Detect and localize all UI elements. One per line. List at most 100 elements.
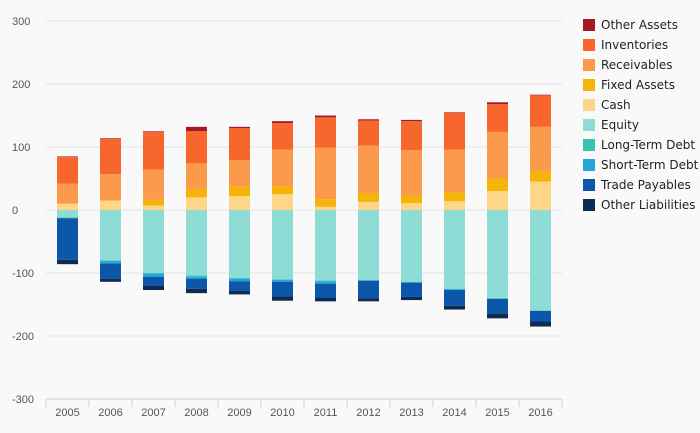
bar-segment[interactable]: [229, 160, 250, 187]
bar-segment[interactable]: [100, 261, 121, 264]
bar-segment[interactable]: [100, 138, 121, 175]
bar-segment[interactable]: [229, 196, 250, 210]
bar-segment[interactable]: [57, 259, 78, 265]
legend-item[interactable]: Trade Payables: [583, 178, 691, 192]
legend-item[interactable]: Inventories: [583, 38, 668, 52]
bar-segment[interactable]: [530, 95, 551, 127]
bar-segment[interactable]: [100, 278, 121, 282]
bar-segment[interactable]: [401, 203, 422, 210]
bar-segment[interactable]: [401, 296, 422, 301]
bar-segment[interactable]: [143, 285, 164, 291]
bar-segment[interactable]: [100, 260, 121, 262]
bar-segment[interactable]: [186, 126, 207, 132]
bar-segment[interactable]: [444, 305, 465, 310]
bar-segment[interactable]: [530, 181, 551, 210]
bar-segment[interactable]: [315, 281, 336, 284]
bar-segment[interactable]: [100, 174, 121, 201]
bar-segment[interactable]: [143, 131, 164, 170]
bar-segment[interactable]: [143, 169, 164, 200]
legend-item[interactable]: Short-Term Debt: [583, 158, 699, 172]
bar-segment[interactable]: [186, 276, 207, 279]
bar-segment[interactable]: [186, 131, 207, 164]
bar-segment[interactable]: [229, 186, 250, 197]
bar-segment[interactable]: [444, 149, 465, 193]
bar-segment[interactable]: [444, 112, 465, 150]
bar-segment[interactable]: [530, 321, 551, 327]
bar-segment[interactable]: [530, 170, 551, 182]
bar-segment[interactable]: [444, 288, 465, 290]
bar-segment[interactable]: [487, 104, 508, 132]
bar-segment[interactable]: [358, 145, 379, 193]
bar-segment[interactable]: [315, 115, 336, 118]
bar-segment[interactable]: [143, 273, 164, 274]
bar-segment[interactable]: [272, 279, 293, 280]
bar-segment[interactable]: [315, 206, 336, 210]
bar-segment[interactable]: [315, 147, 336, 200]
bar-segment[interactable]: [487, 210, 508, 299]
bar-segment[interactable]: [100, 263, 121, 279]
bar-segment[interactable]: [186, 278, 207, 289]
bar-segment[interactable]: [100, 138, 121, 139]
bar-segment[interactable]: [401, 121, 422, 151]
bar-segment[interactable]: [186, 288, 207, 294]
bar-segment[interactable]: [444, 289, 465, 291]
bar-segment[interactable]: [315, 199, 336, 207]
bar-segment[interactable]: [229, 281, 250, 291]
bar-segment[interactable]: [358, 298, 379, 302]
bar-segment[interactable]: [444, 192, 465, 202]
bar-segment[interactable]: [401, 210, 422, 283]
legend-item[interactable]: Long-Term Debt: [583, 138, 695, 152]
bar-segment[interactable]: [444, 201, 465, 210]
bar-segment[interactable]: [143, 199, 164, 206]
bar-segment[interactable]: [186, 163, 207, 189]
bar-segment[interactable]: [186, 275, 207, 277]
legend[interactable]: Other Assets Inventories Receivables Fixed …: [583, 18, 699, 212]
legend-item[interactable]: Equity: [583, 118, 639, 132]
bar-segment[interactable]: [143, 131, 164, 132]
bar-segment[interactable]: [272, 123, 293, 150]
bar-segment[interactable]: [315, 283, 336, 298]
bar-segment[interactable]: [57, 217, 78, 219]
bar-segment[interactable]: [487, 131, 508, 179]
bar-segment[interactable]: [143, 276, 164, 286]
bar-segment[interactable]: [487, 102, 508, 105]
bar-segment[interactable]: [401, 119, 422, 122]
bar-segment[interactable]: [272, 149, 293, 187]
bar-segment[interactable]: [444, 210, 465, 289]
bar-segment[interactable]: [229, 210, 250, 279]
bar-segment[interactable]: [358, 201, 379, 210]
bar-segment[interactable]: [143, 273, 164, 277]
bar-segment[interactable]: [530, 210, 551, 311]
bar-segment[interactable]: [272, 121, 293, 124]
bar-segment[interactable]: [57, 218, 78, 260]
bar-segment[interactable]: [57, 156, 78, 158]
bar-segment[interactable]: [487, 178, 508, 192]
bar-segment[interactable]: [401, 282, 422, 297]
legend-item[interactable]: Fixed Assets: [583, 78, 675, 92]
bar-segment[interactable]: [315, 117, 336, 148]
bar-segment[interactable]: [186, 188, 207, 198]
bar-segment[interactable]: [100, 200, 121, 210]
bar-segment[interactable]: [272, 210, 293, 280]
bar-segment[interactable]: [229, 278, 250, 282]
bar-segment[interactable]: [487, 298, 508, 314]
bar-segment[interactable]: [229, 278, 250, 279]
bar-segment[interactable]: [57, 210, 78, 218]
bar-segment[interactable]: [100, 210, 121, 261]
bar-segment[interactable]: [186, 210, 207, 276]
bar-segment[interactable]: [401, 150, 422, 196]
bar-segment[interactable]: [315, 280, 336, 282]
bar-segment[interactable]: [401, 195, 422, 204]
bar-segment[interactable]: [358, 210, 379, 281]
bar-segment[interactable]: [444, 290, 465, 306]
bar-segment[interactable]: [229, 290, 250, 295]
bar-segment[interactable]: [57, 183, 78, 204]
bar-segment[interactable]: [358, 119, 379, 121]
bar-segment[interactable]: [143, 205, 164, 210]
legend-item[interactable]: Receivables: [583, 58, 673, 72]
bar-segment[interactable]: [358, 192, 379, 202]
bar-segment[interactable]: [315, 210, 336, 281]
bar-segment[interactable]: [272, 281, 293, 297]
bar-segment[interactable]: [143, 210, 164, 273]
legend-item[interactable]: Other Assets: [583, 18, 678, 32]
